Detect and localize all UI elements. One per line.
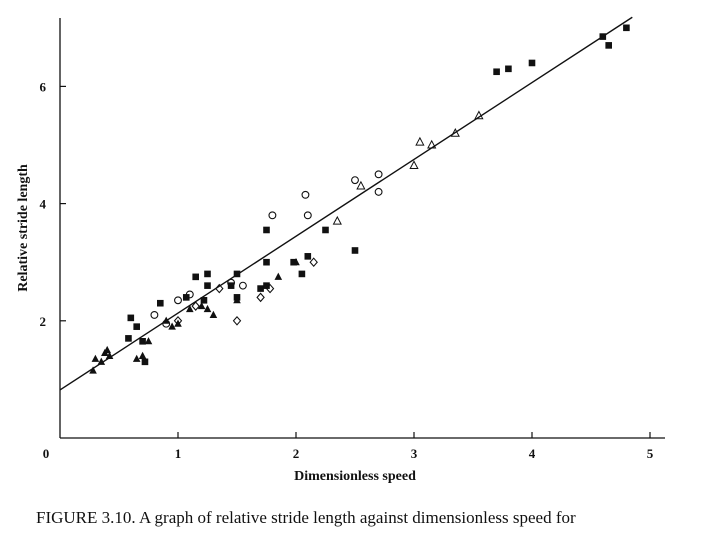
point-diamond-open (265, 283, 275, 294)
point-triangle-filled (132, 354, 141, 362)
point-circle-open (227, 278, 236, 287)
point-triangle-open (427, 139, 437, 149)
point-square-filled (127, 314, 135, 322)
point-square-filled (192, 273, 199, 281)
point-triangle-open (415, 136, 425, 146)
origin-label: 0 (43, 446, 50, 461)
point-square-filled (204, 270, 211, 278)
point-square-filled (182, 294, 190, 301)
fit-line (59, 16, 633, 391)
point-square-filled (263, 226, 270, 234)
point-circle-open (301, 190, 310, 199)
data-points (89, 24, 630, 374)
point-triangle-open (332, 215, 342, 225)
point-circle-open (150, 310, 159, 319)
y-axis-label: Relative stride length (16, 164, 31, 292)
x-tick-label: 3 (411, 446, 418, 461)
scatter-chart: 1 2 3 4 5 2 4 6 0 Dimensionless speed Relative s… (16, 16, 665, 484)
x-tick-label: 2 (293, 446, 300, 461)
point-circle-open (185, 290, 194, 299)
x-axis-label: Dimensionless speed (294, 469, 416, 484)
point-triangle-filled (168, 322, 176, 330)
point-circle-open (374, 187, 383, 196)
point-triangle-filled (197, 301, 206, 310)
point-square-filled (505, 65, 512, 73)
point-triangle-filled (292, 258, 300, 266)
point-triangle-filled (233, 296, 241, 304)
point-square-filled (157, 299, 164, 307)
point-square-filled (304, 253, 312, 260)
point-triangle-open (474, 110, 484, 120)
point-triangle-filled (186, 304, 194, 313)
point-square-filled (263, 258, 270, 266)
point-circle-open (351, 176, 359, 185)
point-square-filled (204, 282, 211, 289)
point-diamond-open (215, 283, 224, 294)
point-triangle-filled (203, 304, 212, 313)
point-square-filled (528, 59, 536, 67)
y-tick-label: 6 (40, 79, 47, 94)
point-circle-open (303, 211, 312, 220)
point-circle-open (238, 281, 247, 290)
point-diamond-open (173, 315, 183, 326)
point-triangle-filled (144, 337, 153, 345)
point-square-filled (351, 247, 359, 254)
point-circle-open (174, 296, 182, 305)
figure-caption: FIGURE 3.10. A graph of relative stride … (36, 508, 576, 527)
point-triangle-filled (91, 354, 100, 362)
point-square-filled (322, 226, 329, 234)
point-triangle-filled (138, 351, 147, 359)
point-square-filled (263, 282, 270, 289)
point-diamond-open (232, 315, 242, 326)
point-triangle-open (409, 160, 419, 170)
point-triangle-filled (209, 310, 218, 318)
point-square-filled (139, 338, 146, 345)
point-circle-open (162, 319, 171, 328)
ticks: 1 2 3 4 5 2 4 6 0 (40, 79, 654, 461)
point-circle-open (374, 170, 383, 179)
y-tick-label: 4 (40, 197, 47, 212)
point-triangle-filled (97, 357, 106, 365)
point-square-filled (257, 285, 264, 292)
point-triangle-filled (103, 345, 111, 354)
point-square-filled (125, 335, 132, 342)
point-square-filled (605, 42, 612, 49)
point-square-filled (133, 323, 140, 330)
x-tick-label: 1 (175, 446, 182, 461)
point-triangle-filled (105, 351, 114, 359)
point-diamond-open (191, 301, 200, 311)
x-tick-label: 4 (529, 446, 536, 461)
point-triangle-open (356, 180, 366, 190)
point-square-filled (298, 270, 306, 278)
point-triangle-filled (274, 272, 283, 280)
point-diamond-open (309, 257, 318, 268)
x-tick-label: 5 (647, 446, 654, 461)
point-square-filled (233, 270, 241, 278)
y-tick-label: 2 (40, 314, 47, 329)
point-square-filled (623, 24, 630, 32)
point-square-filled (493, 68, 500, 76)
point-circle-open (268, 211, 277, 220)
point-triangle-filled (89, 366, 97, 374)
point-square-filled (599, 33, 607, 40)
point-square-filled (141, 358, 149, 366)
point-triangle-filled (174, 319, 182, 327)
axes (59, 18, 665, 439)
point-diamond-open (256, 292, 265, 303)
point-triangle-open (450, 128, 460, 137)
point-square-filled (290, 258, 297, 266)
point-square-filled (200, 296, 208, 304)
fit-line-layer (59, 16, 633, 391)
